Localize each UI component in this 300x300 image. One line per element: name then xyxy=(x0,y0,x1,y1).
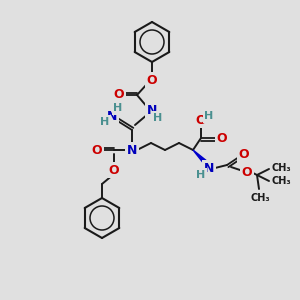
Text: O: O xyxy=(242,166,252,178)
Text: H: H xyxy=(113,103,123,113)
Text: O: O xyxy=(147,74,157,86)
Text: CH₃: CH₃ xyxy=(271,163,291,173)
Text: H: H xyxy=(100,117,109,127)
Text: O: O xyxy=(196,113,206,127)
Text: CH₃: CH₃ xyxy=(271,176,291,186)
Text: H: H xyxy=(196,170,206,180)
Text: H: H xyxy=(204,111,214,121)
Text: N: N xyxy=(147,103,157,116)
Text: N: N xyxy=(127,143,137,157)
Text: N: N xyxy=(107,110,117,122)
Text: O: O xyxy=(239,148,249,161)
Text: O: O xyxy=(92,143,102,157)
Text: CH₃: CH₃ xyxy=(250,193,270,203)
Polygon shape xyxy=(193,150,208,166)
Text: O: O xyxy=(114,88,124,101)
Text: O: O xyxy=(217,131,227,145)
Text: H: H xyxy=(153,113,163,123)
Text: O: O xyxy=(109,164,119,176)
Text: N: N xyxy=(204,161,214,175)
